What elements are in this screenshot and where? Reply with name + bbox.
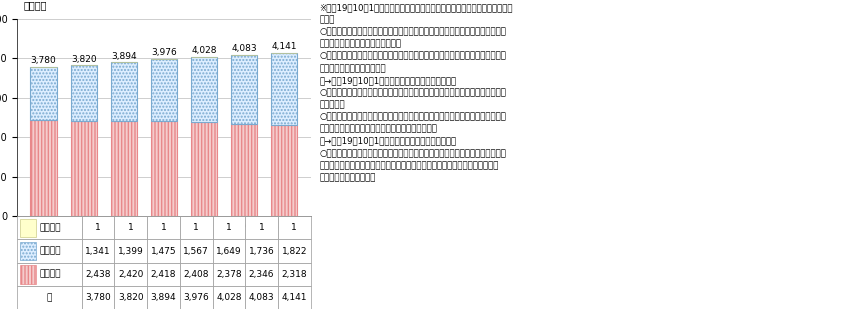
Bar <box>17 239 82 263</box>
Bar <box>180 216 213 239</box>
Text: 3,820: 3,820 <box>71 55 96 64</box>
Bar <box>114 216 147 239</box>
Text: 3,780: 3,780 <box>31 56 57 65</box>
Text: 1: 1 <box>292 223 297 232</box>
Bar <box>278 239 311 263</box>
Text: 1,736: 1,736 <box>249 247 275 256</box>
Bar <box>147 216 180 239</box>
Text: 1: 1 <box>193 223 199 232</box>
Bar <box>82 263 114 286</box>
Text: 2,408: 2,408 <box>184 270 208 279</box>
Text: 1,475: 1,475 <box>151 247 176 256</box>
Text: 4,083: 4,083 <box>232 44 257 53</box>
Text: 2,438: 2,438 <box>85 270 111 279</box>
Bar <box>271 125 297 216</box>
Text: 1: 1 <box>258 223 264 232</box>
Text: 4,141: 4,141 <box>281 293 307 302</box>
Bar <box>245 286 278 309</box>
Bar <box>231 55 257 124</box>
Text: 4,028: 4,028 <box>216 293 242 302</box>
Text: 1: 1 <box>226 223 232 232</box>
Text: 2,346: 2,346 <box>249 270 275 279</box>
Bar <box>213 286 245 309</box>
Bar <box>213 263 245 286</box>
Text: 衛星契約: 衛星契約 <box>39 247 61 256</box>
Bar <box>70 121 97 216</box>
Bar <box>31 120 57 216</box>
Bar <box>191 57 217 122</box>
Text: 1,567: 1,567 <box>184 247 209 256</box>
Bar <box>213 216 245 239</box>
Bar <box>82 216 114 239</box>
Bar <box>213 239 245 263</box>
Text: 2,420: 2,420 <box>118 270 143 279</box>
Bar <box>82 239 114 263</box>
Text: ※平成19年10月1日に契約種別の統合が行われた。同日以前の種別は以下のと
おり。
○カラー契約：衛星によるテレビ放送の受信を除く、地上波によるテレビ放送の
　: ※平成19年10月1日に契約種別の統合が行われた。同日以前の種別は以下のと おり… <box>319 3 513 182</box>
Bar <box>271 53 297 125</box>
Bar <box>31 67 57 120</box>
Text: 地上契約: 地上契約 <box>39 270 61 279</box>
Bar <box>20 242 36 260</box>
Bar <box>278 263 311 286</box>
Bar <box>114 263 147 286</box>
Bar <box>278 216 311 239</box>
Bar <box>147 263 180 286</box>
Text: 1: 1 <box>95 223 101 232</box>
Bar <box>17 216 82 239</box>
Text: 計: 計 <box>46 293 52 302</box>
Text: 1: 1 <box>128 223 134 232</box>
Text: 1: 1 <box>160 223 166 232</box>
Text: 1,341: 1,341 <box>85 247 111 256</box>
Text: 3,976: 3,976 <box>184 293 209 302</box>
Text: （万件）: （万件） <box>23 1 47 11</box>
Bar <box>180 263 213 286</box>
Bar <box>180 286 213 309</box>
Text: 2,378: 2,378 <box>216 270 242 279</box>
Text: 4,141: 4,141 <box>271 42 297 51</box>
Text: 1,399: 1,399 <box>118 247 143 256</box>
Bar <box>82 286 114 309</box>
Text: 4,028: 4,028 <box>191 46 217 55</box>
Text: 2,318: 2,318 <box>281 270 307 279</box>
Bar <box>245 216 278 239</box>
Bar <box>245 239 278 263</box>
Bar <box>278 286 311 309</box>
Bar <box>147 286 180 309</box>
Bar <box>231 124 257 216</box>
Bar <box>114 286 147 309</box>
Bar <box>17 263 82 286</box>
Text: 3,976: 3,976 <box>151 49 177 57</box>
Text: 3,780: 3,780 <box>85 293 111 302</box>
Text: 2,418: 2,418 <box>151 270 176 279</box>
Bar <box>245 263 278 286</box>
Bar <box>20 219 36 237</box>
Text: 特別契約: 特別契約 <box>39 223 61 232</box>
Bar <box>17 286 82 309</box>
Bar <box>151 121 177 216</box>
Text: 4,083: 4,083 <box>249 293 275 302</box>
Bar <box>70 65 97 121</box>
Text: 1,649: 1,649 <box>216 247 242 256</box>
Bar <box>111 62 136 121</box>
Bar <box>191 122 217 216</box>
Bar <box>147 239 180 263</box>
Text: 1,822: 1,822 <box>281 247 307 256</box>
Bar <box>114 239 147 263</box>
Bar <box>151 59 177 121</box>
Text: 3,894: 3,894 <box>151 293 176 302</box>
Bar <box>111 121 136 216</box>
Text: 3,820: 3,820 <box>118 293 143 302</box>
Bar <box>20 265 36 284</box>
Bar <box>180 239 213 263</box>
Text: 3,894: 3,894 <box>111 52 136 61</box>
